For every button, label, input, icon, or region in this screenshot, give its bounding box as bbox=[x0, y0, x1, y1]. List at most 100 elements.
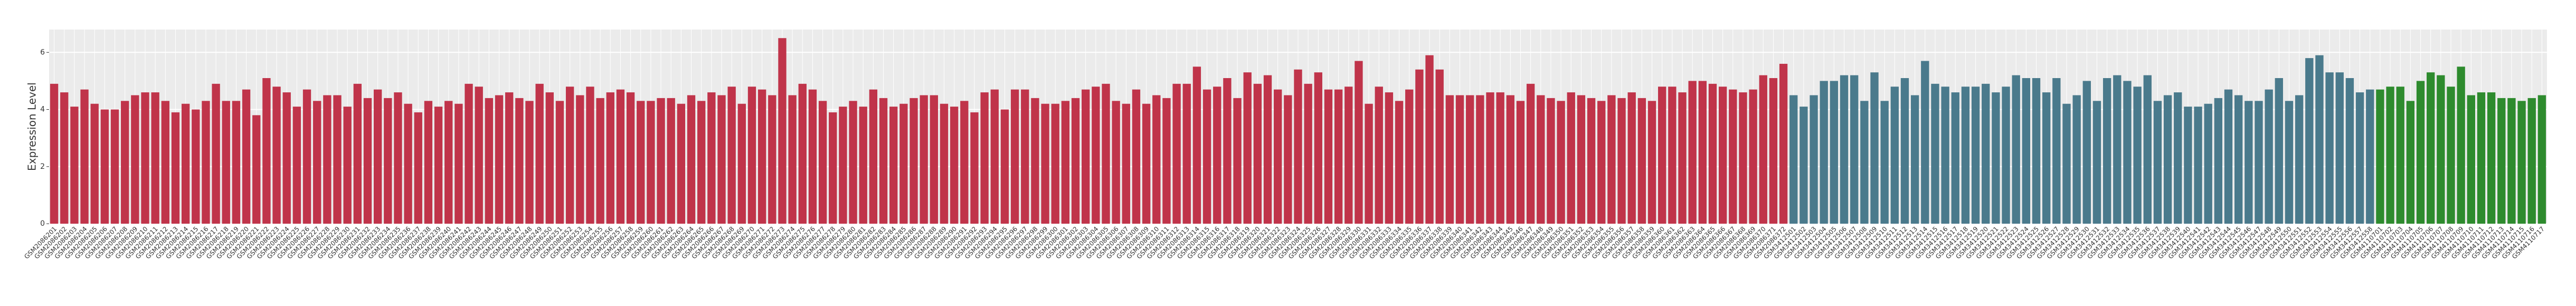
bar bbox=[1425, 55, 1434, 224]
bar bbox=[1061, 101, 1070, 224]
bar bbox=[859, 107, 867, 224]
bar bbox=[647, 101, 655, 224]
bar bbox=[1021, 89, 1029, 224]
bar bbox=[373, 89, 382, 224]
bar bbox=[879, 98, 888, 224]
bar bbox=[141, 92, 149, 224]
bar bbox=[110, 109, 119, 224]
bar bbox=[1213, 87, 1221, 224]
bar bbox=[586, 87, 594, 224]
bar bbox=[818, 101, 827, 224]
bar bbox=[1202, 89, 1211, 224]
bar bbox=[960, 101, 969, 224]
bar bbox=[1810, 95, 1818, 224]
bar bbox=[1355, 61, 1363, 224]
bar bbox=[1344, 87, 1353, 224]
bar bbox=[2517, 101, 2526, 224]
bar bbox=[768, 95, 776, 224]
bar bbox=[80, 89, 89, 224]
bar bbox=[2335, 72, 2344, 224]
bar bbox=[657, 98, 665, 224]
bar bbox=[282, 92, 291, 224]
bar bbox=[778, 38, 787, 224]
bar bbox=[869, 89, 878, 224]
bar bbox=[1031, 98, 1039, 224]
bar bbox=[889, 107, 898, 224]
bar bbox=[1253, 83, 1262, 224]
bar bbox=[2396, 87, 2404, 224]
bar bbox=[505, 92, 514, 224]
bar bbox=[1921, 61, 1929, 224]
bar bbox=[1537, 95, 1545, 224]
bar bbox=[1688, 81, 1697, 224]
bar bbox=[1304, 83, 1312, 224]
bar bbox=[1192, 66, 1201, 224]
bar bbox=[727, 87, 736, 224]
bar bbox=[2376, 89, 2384, 224]
bar bbox=[2437, 75, 2445, 224]
bar bbox=[434, 107, 443, 224]
bar bbox=[1830, 81, 1839, 224]
bar bbox=[677, 103, 686, 224]
bar bbox=[808, 89, 817, 224]
bar bbox=[1071, 98, 1080, 224]
bar bbox=[202, 101, 210, 224]
bar bbox=[606, 92, 614, 224]
bar bbox=[747, 87, 756, 224]
bar bbox=[60, 92, 69, 224]
bar bbox=[323, 95, 332, 224]
bar bbox=[2012, 75, 2020, 224]
bar bbox=[1910, 95, 1919, 224]
bar bbox=[930, 95, 938, 224]
bar bbox=[2194, 107, 2202, 224]
bar bbox=[171, 112, 180, 224]
bar bbox=[1284, 95, 1292, 224]
bar bbox=[1779, 63, 1788, 224]
bar bbox=[1627, 92, 1636, 224]
bar bbox=[1617, 98, 1626, 224]
bar bbox=[990, 89, 999, 224]
bar bbox=[1092, 87, 1100, 224]
bar bbox=[1455, 95, 1464, 224]
y-tick-label: 6 bbox=[40, 48, 45, 56]
bar bbox=[1415, 69, 1424, 224]
bar bbox=[616, 89, 625, 224]
y-axis-title: Expression Level bbox=[26, 82, 39, 171]
bar bbox=[1607, 95, 1616, 224]
bar bbox=[2143, 75, 2152, 224]
bar bbox=[2113, 75, 2122, 224]
bar bbox=[697, 101, 706, 224]
bar bbox=[626, 92, 635, 224]
bar bbox=[454, 103, 463, 224]
bar bbox=[1718, 87, 1727, 224]
bar bbox=[1102, 83, 1110, 224]
bar bbox=[2022, 78, 2031, 224]
bar bbox=[576, 95, 584, 224]
bar bbox=[1152, 95, 1161, 224]
bar bbox=[2427, 72, 2435, 224]
bar bbox=[1395, 101, 1404, 224]
bar bbox=[272, 87, 281, 224]
bar bbox=[1162, 98, 1171, 224]
bar bbox=[788, 95, 797, 224]
bar bbox=[2285, 101, 2294, 224]
bar bbox=[849, 101, 857, 224]
bar bbox=[1789, 95, 1798, 224]
bar bbox=[363, 98, 372, 224]
bar bbox=[1223, 78, 1232, 224]
bar bbox=[2406, 101, 2415, 224]
bar bbox=[1496, 92, 1504, 224]
bar bbox=[2265, 89, 2273, 224]
bar bbox=[1982, 83, 1990, 224]
bar bbox=[910, 98, 918, 224]
bar bbox=[1971, 87, 1980, 224]
bar bbox=[1243, 72, 1252, 224]
bar bbox=[2042, 92, 2051, 224]
bar bbox=[485, 98, 494, 224]
bar bbox=[1526, 83, 1535, 224]
bar bbox=[2204, 103, 2212, 224]
bar bbox=[637, 101, 645, 224]
bar bbox=[1294, 69, 1302, 224]
bar bbox=[839, 107, 847, 224]
